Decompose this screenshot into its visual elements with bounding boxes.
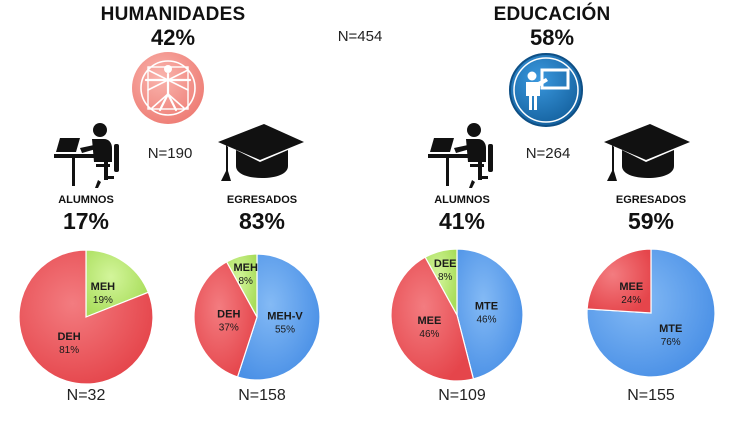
pie-slice-percent: 46% [419,329,439,340]
pie-slice-label: MTE [659,323,682,335]
pie-slice-label: DEH [217,309,240,321]
column-n: N=155 [627,387,675,404]
pie-slice-meh [85,249,150,318]
humanidades-title: HUMANIDADES [100,4,246,25]
pie-slice-dee [424,248,458,316]
pie-slice-label: MTE [475,300,498,312]
pie-slice-percent: 46% [476,314,496,325]
student-computer-icon [54,123,119,188]
pie-slice-percent: 55% [275,324,295,335]
pie-slice-deh [18,249,154,385]
pie-slice-percent: 8% [238,276,253,287]
pie-slice-label: DEH [57,331,80,343]
pie-slice-mee [390,256,475,382]
pie-slice-deh [193,260,258,378]
column-n: N=109 [438,387,486,404]
column-percent: 41% [438,208,486,234]
column-label: EGRESADOS [615,194,687,206]
pie-slice-label: MEH [233,262,258,274]
column-label: ALUMNOS [58,194,114,206]
column-percent: 17% [62,208,110,234]
educacion-n: N=264 [525,145,571,162]
vitruvian-man-icon [132,52,204,124]
pie-slice-percent: 19% [93,295,113,306]
pie-slice-meh [225,253,258,318]
column-n: N=158 [238,387,286,404]
pie-slice-meh-v [236,253,321,381]
graduation-cap-icon [604,124,690,181]
pie-slice-mte [456,248,524,380]
column-percent: 59% [627,208,675,234]
total-n: N=454 [337,28,383,45]
student-computer-icon [428,123,493,188]
pie-slice-label: MEH-V [267,310,303,322]
humanidades-n: N=190 [147,145,193,162]
column-label: ALUMNOS [434,194,490,206]
graduation-cap-icon [218,124,304,181]
column-label: EGRESADOS [226,194,298,206]
humanidades-percent: 42% [150,25,196,50]
pie-slice-percent: 24% [621,295,641,306]
pie-slice-percent: 37% [219,323,239,334]
pie-slice-label: MEE [417,315,441,327]
column-percent: 83% [238,208,286,234]
pie-slice-percent: 76% [661,337,681,348]
pie-slice-mee [586,248,652,314]
column-n: N=32 [66,387,106,404]
educacion-percent: 58% [529,25,575,50]
pie-slice-label: MEH [91,281,116,293]
pie-slice-percent: 81% [59,345,79,356]
pie-slice-label: DEE [434,258,457,270]
teacher-presentation-icon [509,53,583,127]
educacion-title: EDUCACIÓN [493,4,611,25]
pie-slice-label: MEE [619,281,643,293]
pie-slice-percent: 8% [438,272,453,283]
